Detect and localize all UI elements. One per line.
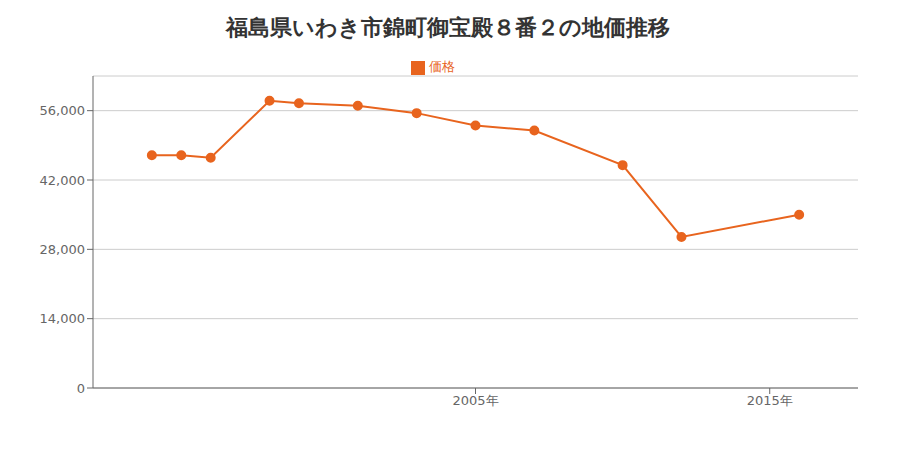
svg-text:2015年: 2015年 bbox=[747, 393, 793, 408]
svg-text:42,000: 42,000 bbox=[40, 173, 86, 188]
html-text:福島県いわき市錦町御宝殿８番２の地価推移: 福島県いわき市錦町御宝殿８番２の地価推移 bbox=[226, 15, 670, 40]
svg-text:0: 0 bbox=[77, 381, 85, 396]
html-text:価格: 価格 bbox=[429, 59, 455, 74]
svg-text:2005年: 2005年 bbox=[452, 393, 498, 408]
svg-text:56,000: 56,000 bbox=[40, 103, 86, 118]
svg-text:14,000: 14,000 bbox=[40, 311, 86, 326]
svg-text:28,000: 28,000 bbox=[40, 242, 86, 257]
